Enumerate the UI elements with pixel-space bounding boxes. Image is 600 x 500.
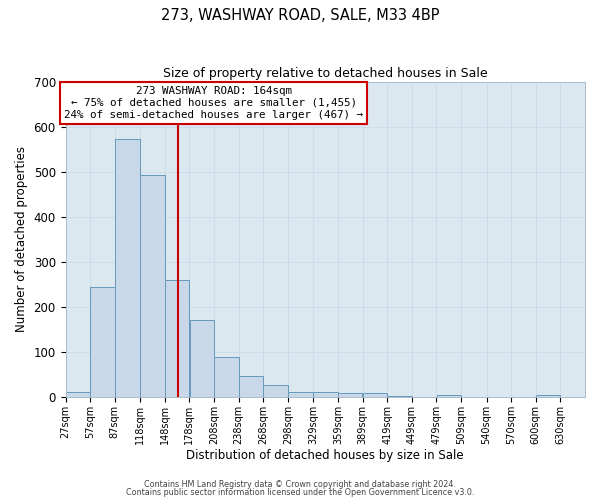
Bar bbox=[165, 280, 190, 397]
Bar bbox=[363, 394, 387, 397]
Y-axis label: Number of detached properties: Number of detached properties bbox=[15, 146, 28, 332]
Title: Size of property relative to detached houses in Sale: Size of property relative to detached ho… bbox=[163, 68, 488, 80]
Bar bbox=[388, 396, 412, 397]
Bar bbox=[65, 392, 90, 397]
Bar bbox=[288, 392, 313, 397]
Bar bbox=[338, 393, 362, 397]
Bar bbox=[313, 392, 338, 397]
Bar bbox=[536, 394, 560, 397]
Bar bbox=[239, 376, 263, 397]
Bar bbox=[263, 385, 288, 397]
Text: 273 WASHWAY ROAD: 164sqm
← 75% of detached houses are smaller (1,455)
24% of sem: 273 WASHWAY ROAD: 164sqm ← 75% of detach… bbox=[64, 86, 363, 120]
X-axis label: Distribution of detached houses by size in Sale: Distribution of detached houses by size … bbox=[187, 450, 464, 462]
Bar bbox=[90, 287, 115, 397]
Bar bbox=[214, 358, 239, 397]
Bar bbox=[115, 139, 140, 397]
Text: 273, WASHWAY ROAD, SALE, M33 4BP: 273, WASHWAY ROAD, SALE, M33 4BP bbox=[161, 8, 439, 22]
Text: Contains public sector information licensed under the Open Government Licence v3: Contains public sector information licen… bbox=[126, 488, 474, 497]
Bar bbox=[437, 394, 461, 397]
Text: Contains HM Land Registry data © Crown copyright and database right 2024.: Contains HM Land Registry data © Crown c… bbox=[144, 480, 456, 489]
Bar bbox=[140, 176, 165, 397]
Bar bbox=[190, 320, 214, 397]
